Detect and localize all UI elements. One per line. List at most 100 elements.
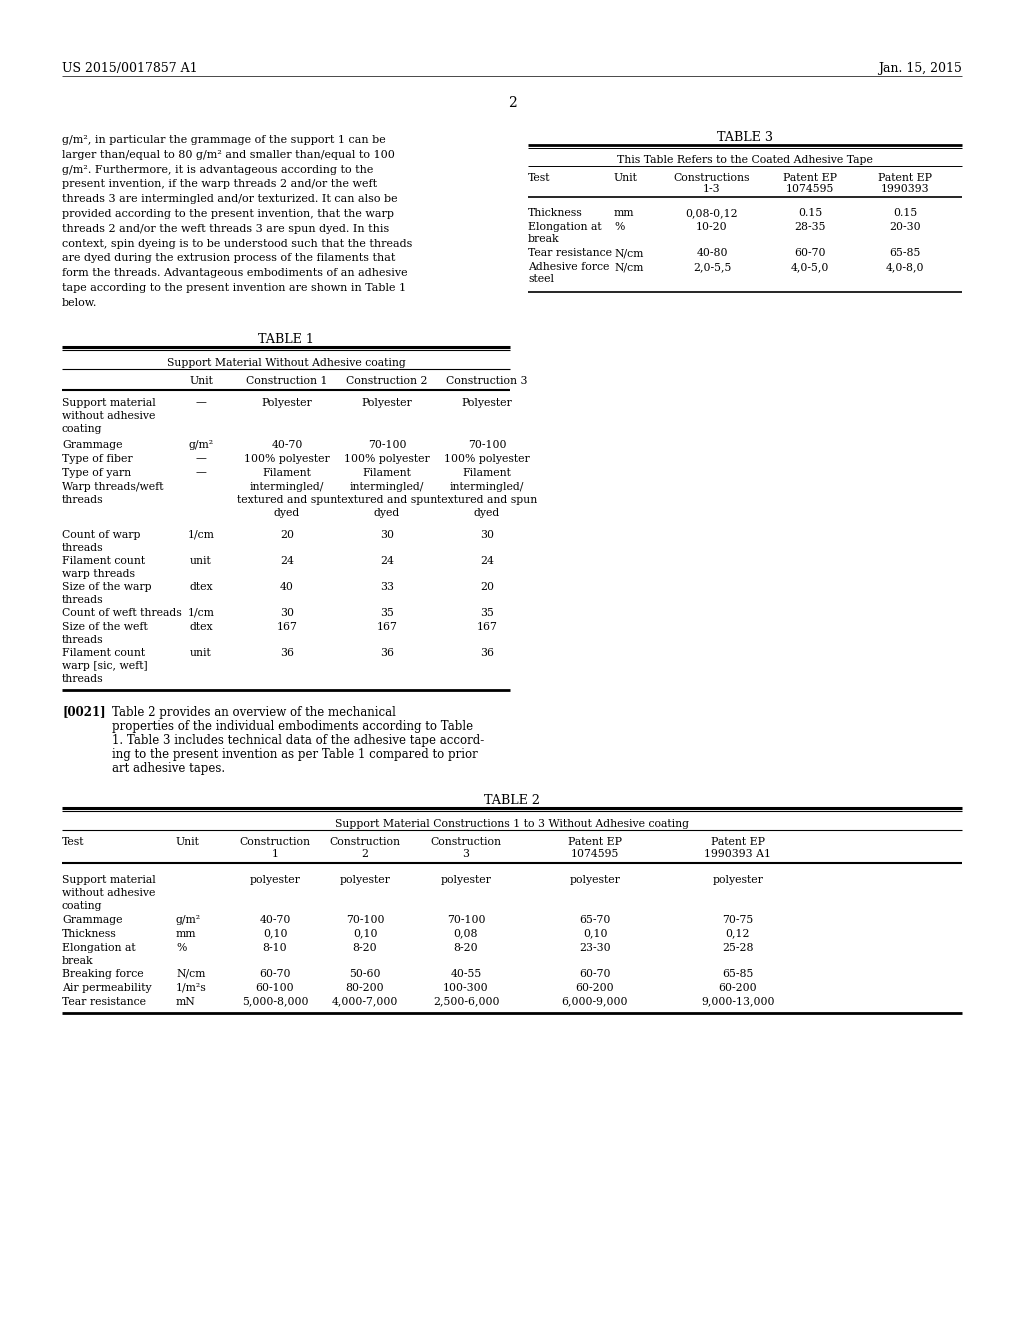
Text: 0,12: 0,12 — [726, 928, 751, 939]
Text: Construction 1: Construction 1 — [246, 376, 328, 385]
Text: Constructions: Constructions — [674, 173, 751, 183]
Text: 30: 30 — [380, 529, 394, 540]
Text: %: % — [614, 222, 625, 232]
Text: Construction: Construction — [330, 837, 400, 846]
Text: Type of fiber: Type of fiber — [62, 454, 133, 463]
Text: dtex: dtex — [189, 582, 213, 591]
Text: TABLE 2: TABLE 2 — [484, 793, 540, 807]
Text: Patent EP: Patent EP — [711, 837, 765, 846]
Text: 1. Table 3 includes technical data of the adhesive tape accord-: 1. Table 3 includes technical data of th… — [112, 734, 484, 747]
Text: Filament count: Filament count — [62, 648, 145, 657]
Text: threads: threads — [62, 673, 103, 684]
Text: —: — — [196, 397, 207, 408]
Text: 100% polyester: 100% polyester — [244, 454, 330, 463]
Text: 65-85: 65-85 — [889, 248, 921, 257]
Text: Adhesive force: Adhesive force — [528, 261, 609, 272]
Text: polyester: polyester — [340, 875, 390, 884]
Text: 28-35: 28-35 — [795, 222, 825, 232]
Text: 0,10: 0,10 — [352, 928, 377, 939]
Text: 33: 33 — [380, 582, 394, 591]
Text: 0,08-0,12: 0,08-0,12 — [686, 209, 738, 218]
Text: 50-60: 50-60 — [349, 969, 381, 978]
Text: Warp threads/weft: Warp threads/weft — [62, 482, 164, 491]
Text: US 2015/0017857 A1: US 2015/0017857 A1 — [62, 62, 198, 75]
Text: Filament count: Filament count — [62, 556, 145, 565]
Text: 24: 24 — [280, 556, 294, 565]
Text: dtex: dtex — [189, 622, 213, 631]
Text: form the threads. Advantageous embodiments of an adhesive: form the threads. Advantageous embodimen… — [62, 268, 408, 279]
Text: Polyester: Polyester — [361, 397, 413, 408]
Text: 70-100: 70-100 — [368, 440, 407, 450]
Text: 0,10: 0,10 — [263, 928, 288, 939]
Text: 70-75: 70-75 — [722, 915, 754, 924]
Text: Construction: Construction — [240, 837, 310, 846]
Text: Thickness: Thickness — [528, 209, 583, 218]
Text: 2: 2 — [361, 849, 369, 858]
Text: TABLE 1: TABLE 1 — [258, 333, 314, 346]
Text: tape according to the present invention are shown in Table 1: tape according to the present invention … — [62, 282, 407, 293]
Text: 35: 35 — [380, 607, 394, 618]
Text: Size of the weft: Size of the weft — [62, 622, 147, 631]
Text: 30: 30 — [280, 607, 294, 618]
Text: 5,000-8,000: 5,000-8,000 — [242, 997, 308, 1007]
Text: Polyester: Polyester — [261, 397, 312, 408]
Text: —: — — [196, 467, 207, 478]
Text: 2,500-6,000: 2,500-6,000 — [433, 997, 500, 1007]
Text: intermingled/: intermingled/ — [350, 482, 424, 491]
Text: 8-20: 8-20 — [352, 942, 377, 953]
Text: 65-85: 65-85 — [722, 969, 754, 978]
Text: %: % — [176, 942, 186, 953]
Text: textured and spun: textured and spun — [437, 495, 538, 504]
Text: 100% polyester: 100% polyester — [444, 454, 529, 463]
Text: 70-100: 70-100 — [446, 915, 485, 924]
Text: 80-200: 80-200 — [346, 982, 384, 993]
Text: 36: 36 — [280, 648, 294, 657]
Text: Breaking force: Breaking force — [62, 969, 143, 978]
Text: 2,0-5,5: 2,0-5,5 — [693, 261, 731, 272]
Text: textured and spun: textured and spun — [337, 495, 437, 504]
Text: warp [sic, weft]: warp [sic, weft] — [62, 660, 147, 671]
Text: Size of the warp: Size of the warp — [62, 582, 152, 591]
Text: 100% polyester: 100% polyester — [344, 454, 430, 463]
Text: 8-10: 8-10 — [263, 942, 288, 953]
Text: 4,0-8,0: 4,0-8,0 — [886, 261, 925, 272]
Text: 1990393 A1: 1990393 A1 — [705, 849, 771, 858]
Text: properties of the individual embodiments according to Table: properties of the individual embodiments… — [112, 719, 473, 733]
Text: g/m². Furthermore, it is advantageous according to the: g/m². Furthermore, it is advantageous ac… — [62, 165, 374, 174]
Text: 0.15: 0.15 — [798, 209, 822, 218]
Text: Construction 3: Construction 3 — [446, 376, 527, 385]
Text: 9,000-13,000: 9,000-13,000 — [701, 997, 775, 1007]
Text: 60-70: 60-70 — [580, 969, 610, 978]
Text: 1074595: 1074595 — [785, 183, 835, 194]
Text: Grammage: Grammage — [62, 440, 123, 450]
Text: g/m²: g/m² — [188, 440, 214, 450]
Text: 60-100: 60-100 — [256, 982, 294, 993]
Text: Patent EP: Patent EP — [783, 173, 837, 183]
Text: 1990393: 1990393 — [881, 183, 930, 194]
Text: coating: coating — [62, 900, 102, 911]
Text: —: — — [196, 454, 207, 463]
Text: intermingled/: intermingled/ — [250, 482, 325, 491]
Text: Construction: Construction — [430, 837, 502, 846]
Text: Jan. 15, 2015: Jan. 15, 2015 — [879, 62, 962, 75]
Text: warp threads: warp threads — [62, 569, 135, 578]
Text: 40-55: 40-55 — [451, 969, 481, 978]
Text: 20: 20 — [480, 582, 494, 591]
Text: Filament: Filament — [362, 467, 412, 478]
Text: Filament: Filament — [262, 467, 311, 478]
Text: threads 2 and/or the weft threads 3 are spun dyed. In this: threads 2 and/or the weft threads 3 are … — [62, 224, 389, 234]
Text: dyed: dyed — [273, 508, 300, 517]
Text: 40: 40 — [280, 582, 294, 591]
Text: Grammage: Grammage — [62, 915, 123, 924]
Text: 10-20: 10-20 — [696, 222, 728, 232]
Text: 1074595: 1074595 — [570, 849, 620, 858]
Text: context, spin dyeing is to be understood such that the threads: context, spin dyeing is to be understood… — [62, 239, 413, 248]
Text: This Table Refers to the Coated Adhesive Tape: This Table Refers to the Coated Adhesive… — [617, 154, 872, 165]
Text: 100-300: 100-300 — [443, 982, 488, 993]
Text: g/m²: g/m² — [176, 915, 201, 924]
Text: 3: 3 — [463, 849, 469, 858]
Text: 0,10: 0,10 — [583, 928, 607, 939]
Text: 167: 167 — [377, 622, 397, 631]
Text: 1-3: 1-3 — [703, 183, 721, 194]
Text: art adhesive tapes.: art adhesive tapes. — [112, 762, 225, 775]
